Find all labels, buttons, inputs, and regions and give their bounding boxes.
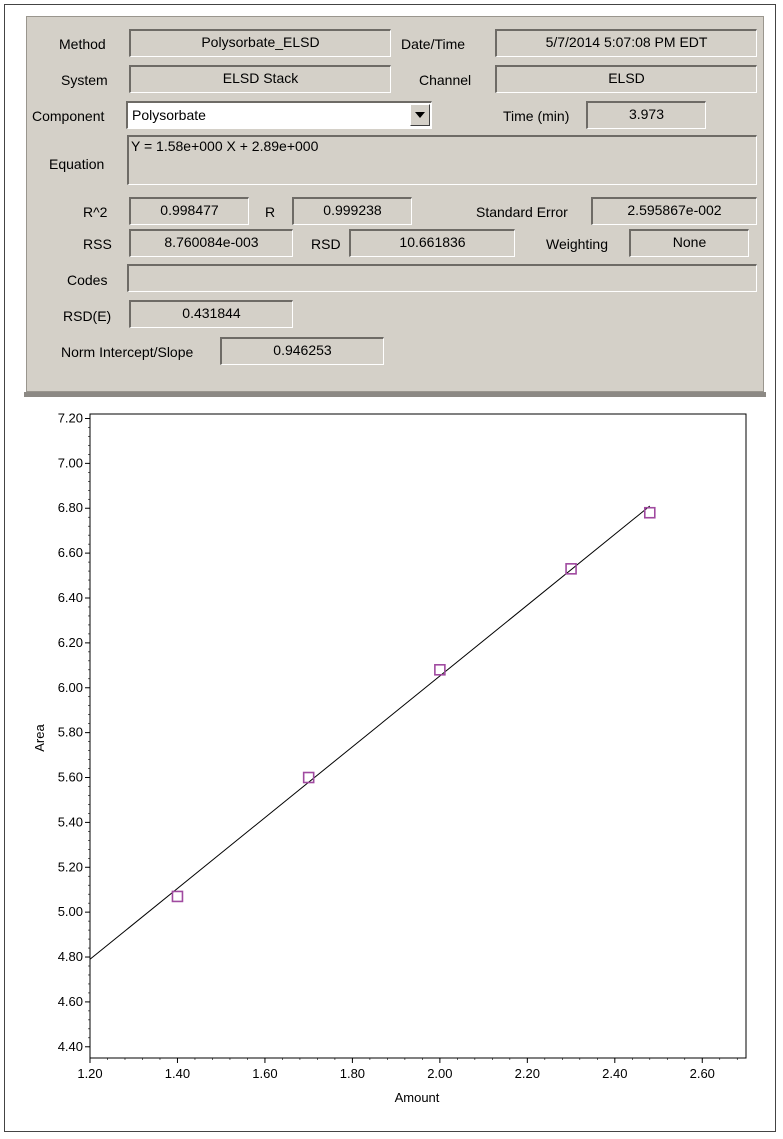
codes-label: Codes [67,272,108,288]
y-tick-label: 4.60 [58,994,83,1009]
system-field: ELSD Stack [129,65,391,93]
time-field: 3.973 [586,101,706,129]
x-axis-label: Amount [395,1090,440,1105]
rsd-label: RSD [311,236,341,252]
datetime-field: 5/7/2014 5:07:08 PM EDT [495,29,757,57]
component-dropdown[interactable]: Polysorbate [126,101,432,129]
y-tick-label: 5.40 [58,814,83,829]
x-tick-label: 2.40 [602,1066,627,1081]
y-axis-label: Area [32,724,47,752]
codes-field [127,264,757,292]
norm-intercept-slope-label: Norm Intercept/Slope [61,344,194,360]
y-tick-label: 5.60 [58,770,83,785]
data-points [171,506,656,903]
plot-area [89,413,747,1059]
data-point-marker [171,890,184,903]
x-tick-label: 1.80 [340,1066,365,1081]
data-point-marker [434,664,446,676]
equation-field: Y = 1.58e+000 X + 2.89e+000 [127,135,757,185]
y-tick-label: 7.00 [58,455,83,470]
x-tick-label: 2.00 [427,1066,452,1081]
rss-label: RSS [83,236,112,252]
r2-field: 0.998477 [129,197,249,225]
weighting-field: None [629,229,749,257]
x-tick-label: 1.20 [77,1066,102,1081]
r-field: 0.999238 [292,197,412,225]
component-dropdown-button[interactable] [410,104,430,126]
y-tick-label: 6.00 [58,680,83,695]
y-axis-ticks: 4.40 4.60 4.80 5.00 5.20 5.40 5.60 5.80 6.00 6.20… [58,410,90,1054]
component-dropdown-value: Polysorbate [132,107,206,123]
x-tick-label: 2.20 [515,1066,540,1081]
std-error-label: Standard Error [476,204,568,220]
data-point-marker [643,506,656,519]
rss-field: 8.760084e-003 [129,229,293,257]
weighting-label: Weighting [546,236,609,252]
std-error-field: 2.595867e-002 [591,197,757,225]
rsde-label: RSD(E) [63,308,112,324]
r-label: R [265,204,276,220]
data-point-marker [302,771,315,784]
x-tick-label: 1.40 [165,1066,190,1081]
x-axis-ticks: 1.20 1.40 1.60 1.80 2.00 2.20 2.40 2.60 [77,1058,715,1081]
x-tick-label: 2.60 [690,1066,715,1081]
y-tick-label: 5.80 [58,725,83,740]
data-point-marker [565,563,577,575]
rsd-field: 10.661836 [349,229,515,257]
method-field: Polysorbate_ELSD [129,29,391,57]
channel-field: ELSD [495,65,757,93]
y-tick-label: 5.00 [58,904,83,919]
rsde-field: 0.431844 [129,300,293,328]
y-tick-label: 6.20 [58,635,83,650]
y-tick-label: 7.20 [58,410,83,425]
y-tick-label: 6.60 [58,545,83,560]
system-label: System [61,72,108,88]
panel-divider [24,392,766,397]
calibration-curve-chart: 4.40 4.60 4.80 5.00 5.20 5.40 5.60 5.80 6.00 6.20… [32,410,747,1105]
r2-label: R^2 [83,204,108,220]
x-tick-label: 1.60 [252,1066,277,1081]
y-tick-label: 4.40 [58,1039,83,1054]
y-tick-label: 4.80 [58,949,83,964]
component-label: Component [32,108,105,124]
equation-label: Equation [49,156,105,172]
y-tick-label: 5.20 [58,859,83,874]
channel-label: Channel [419,72,472,88]
time-label: Time (min) [503,108,570,124]
fit-line [89,505,651,960]
chevron-down-icon [415,112,425,118]
norm-intercept-slope-field: 0.946253 [220,337,384,365]
calibration-summary-panel: Method Polysorbate_ELSD Date/Time 5/7/20… [26,16,764,392]
method-label: Method [59,36,106,52]
y-tick-label: 6.40 [58,590,83,605]
y-tick-label: 6.80 [58,500,83,515]
datetime-label: Date/Time [401,36,466,52]
